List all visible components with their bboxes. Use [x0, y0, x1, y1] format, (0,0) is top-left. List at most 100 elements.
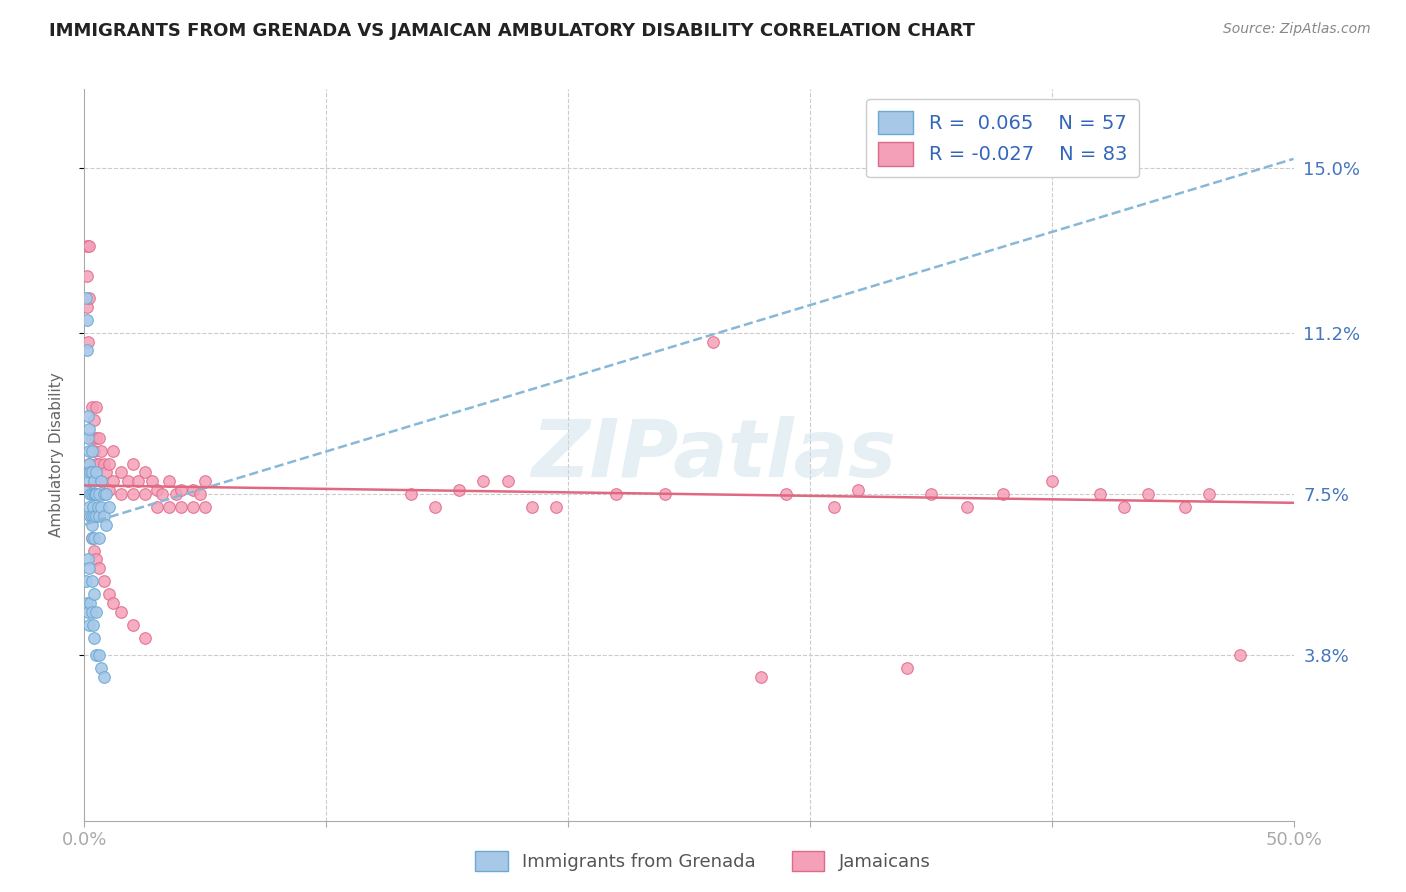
Point: [77, 500, 100, 515]
Point: [97, 500, 120, 515]
Point: [77, 239, 100, 253]
Point: [77, 422, 100, 436]
Point: [1088, 487, 1111, 501]
Point: [82, 531, 104, 545]
Point: [134, 466, 156, 480]
Point: [77, 457, 100, 471]
Point: [896, 661, 918, 675]
Point: [654, 487, 676, 501]
Point: [77, 430, 100, 444]
Point: [97, 483, 120, 497]
Point: [170, 500, 193, 515]
Point: [472, 474, 495, 488]
Point: [449, 483, 471, 497]
Point: [1229, 648, 1251, 663]
Point: [121, 457, 143, 471]
Point: [80, 517, 103, 532]
Point: [83, 531, 105, 545]
Point: [77, 291, 100, 305]
Point: [1040, 474, 1063, 488]
Point: [79, 508, 101, 523]
Point: [75, 291, 97, 305]
Point: [399, 487, 422, 501]
Point: [86, 508, 108, 523]
Point: [77, 561, 100, 575]
Point: [76, 300, 98, 314]
Point: [76, 343, 98, 358]
Point: [83, 474, 105, 488]
Point: [127, 474, 149, 488]
Point: [751, 670, 773, 684]
Point: [956, 500, 979, 515]
Point: [87, 648, 110, 663]
Point: [165, 487, 187, 501]
Point: [83, 443, 105, 458]
Point: [181, 500, 204, 515]
Point: [86, 605, 108, 619]
Point: [1114, 500, 1136, 515]
Point: [93, 457, 115, 471]
Point: [702, 334, 724, 349]
Legend: R =  0.065    N = 57, R = -0.027    N = 83: R = 0.065 N = 57, R = -0.027 N = 83: [866, 99, 1139, 178]
Point: [80, 531, 103, 545]
Point: [1137, 487, 1160, 501]
Point: [520, 500, 543, 515]
Point: [83, 631, 105, 645]
Point: [86, 466, 108, 480]
Point: [80, 466, 103, 480]
Point: [146, 483, 169, 497]
Point: [823, 500, 845, 515]
Point: [87, 457, 110, 471]
Point: [83, 587, 105, 601]
Point: [86, 552, 108, 566]
Point: [846, 483, 869, 497]
Point: [76, 596, 98, 610]
Point: [75, 483, 97, 497]
Text: Source: ZipAtlas.com: Source: ZipAtlas.com: [1223, 22, 1371, 37]
Point: [103, 474, 125, 488]
Point: [103, 596, 125, 610]
Text: ZIPatlas: ZIPatlas: [530, 416, 896, 494]
Point: [194, 474, 217, 488]
Point: [87, 561, 110, 575]
Point: [94, 466, 117, 480]
Legend: Immigrants from Grenada, Jamaicans: Immigrants from Grenada, Jamaicans: [468, 844, 938, 879]
Point: [775, 487, 797, 501]
Point: [134, 631, 156, 645]
Point: [97, 587, 120, 601]
Point: [80, 443, 103, 458]
Point: [993, 487, 1015, 501]
Point: [87, 531, 110, 545]
Point: [86, 648, 108, 663]
Point: [110, 466, 132, 480]
Point: [79, 596, 101, 610]
Point: [920, 487, 942, 501]
Point: [134, 487, 156, 501]
Point: [90, 474, 112, 488]
Point: [83, 413, 105, 427]
Point: [93, 574, 115, 589]
Point: [76, 269, 98, 284]
Point: [79, 487, 101, 501]
Point: [80, 400, 103, 414]
Point: [80, 466, 103, 480]
Point: [86, 500, 108, 515]
Point: [93, 487, 115, 501]
Point: [82, 617, 104, 632]
Point: [157, 500, 180, 515]
Point: [87, 487, 110, 501]
Point: [76, 313, 98, 327]
Point: [146, 500, 169, 515]
Point: [93, 508, 115, 523]
Point: [80, 508, 103, 523]
Point: [110, 487, 132, 501]
Point: [83, 487, 105, 501]
Point: [80, 430, 103, 444]
Point: [77, 605, 100, 619]
Point: [77, 457, 100, 471]
Point: [90, 500, 112, 515]
Point: [77, 552, 100, 566]
Point: [80, 487, 103, 501]
Point: [83, 543, 105, 558]
Point: [90, 443, 112, 458]
